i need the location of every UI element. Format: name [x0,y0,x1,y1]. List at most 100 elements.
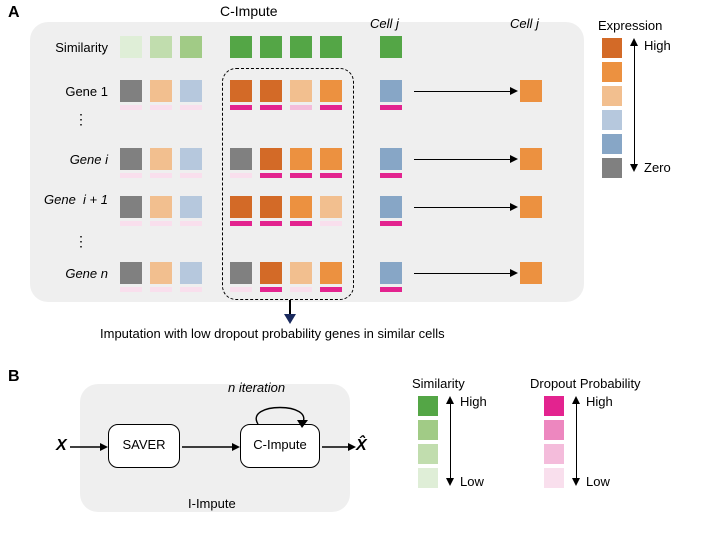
dropout-bar [380,173,402,178]
expr-cell [380,196,402,218]
expr-cell [180,196,202,218]
sim-low-label: Low [460,474,484,489]
n-iteration-label: n iteration [228,380,285,395]
expr-cell [380,80,402,102]
expr-cell [150,262,172,284]
expr-cell [120,262,142,284]
impute-arrow-head-icon [510,155,518,163]
expr-legend-swatch [602,62,622,82]
drop-high-label: High [586,394,613,409]
arrow-x-saver-icon [70,440,110,454]
panel-label-a: A [8,4,20,22]
impute-arrow-line [414,159,510,160]
dropout-bar [120,287,142,292]
drop-legend-swatch [544,396,564,416]
sim-legend-arrow-line [450,404,451,478]
sim-cell [380,36,402,58]
impute-arrow-head-icon [510,203,518,211]
sim-legend-swatch [418,468,438,488]
dropout-bar [120,173,142,178]
panel-label-b: B [8,368,20,386]
dropout-bar [180,105,202,110]
output-cell [520,80,542,102]
drop-legend-swatch [544,444,564,464]
x-input-label: X [56,437,67,455]
expr-cell [180,148,202,170]
vdots-1: ⋮ [74,116,88,122]
dropout-bar [120,105,142,110]
drop-arrow-down-icon [572,478,580,486]
output-cell [520,262,542,284]
dropout-bar [120,221,142,226]
sim-legend-swatch [418,444,438,464]
dropout-bar [150,105,172,110]
expr-legend-swatch [602,110,622,130]
cellj-label-2: Cell j [510,16,539,31]
impute-arrow-head-icon [510,269,518,277]
expr-cell [120,196,142,218]
saver-box: SAVER [108,424,180,468]
dropout-bar [150,173,172,178]
expr-cell [180,262,202,284]
impute-arrow-head-icon [510,87,518,95]
panel-a-caption: Imputation with low dropout probability … [100,326,445,341]
dropout-bar [150,287,172,292]
drop-legend-arrow-line [576,404,577,478]
dropout-bar [380,287,402,292]
expr-legend-swatch [602,86,622,106]
expr-high-label: High [644,38,671,53]
cimpute-box: C-Impute [240,424,320,468]
sim-legend-swatch [418,420,438,440]
sim-cell [120,36,142,58]
drop-arrow-up-icon [572,396,580,404]
sim-legend-swatch [418,396,438,416]
self-loop-icon [246,394,318,430]
panel-b-title: I-Impute [188,496,236,511]
impute-arrow-line [414,273,510,274]
gene1-label: Gene 1 [38,84,108,99]
expr-cell [150,148,172,170]
arrow-saver-cimpute-icon [182,440,242,454]
similarity-label: Similarity [38,40,108,55]
sim-cell [320,36,342,58]
sim-arrow-up-icon [446,396,454,404]
expr-arrow-up-icon [630,38,638,46]
dropout-legend-title: Dropout Probability [530,376,641,391]
genei-label: Gene i [38,152,108,167]
sim-cell [180,36,202,58]
drop-low-label: Low [586,474,610,489]
down-arrow-icon [280,300,300,326]
expr-zero-label: Zero [644,160,671,175]
output-cell [520,148,542,170]
expr-cell [380,148,402,170]
sim-cell [230,36,252,58]
impute-arrow-line [414,207,510,208]
sim-cell [150,36,172,58]
sim-cell [260,36,282,58]
expr-legend-arrow-line [634,46,635,164]
dropout-bar [180,287,202,292]
output-cell [520,196,542,218]
dropout-bar [380,221,402,226]
similarity-legend-title: Similarity [412,376,465,391]
dropout-bar [180,221,202,226]
cellj-label-1: Cell j [370,16,399,31]
expr-cell [150,80,172,102]
dropout-bar [380,105,402,110]
sim-cell [290,36,312,58]
expr-legend-swatch [602,134,622,154]
expression-legend-title: Expression [598,18,662,33]
genei1-label: Gene i + 1 [38,192,108,207]
expr-cell [150,196,172,218]
vdots-2: ⋮ [74,238,88,244]
expr-arrow-down-icon [630,164,638,172]
sim-arrow-down-icon [446,478,454,486]
expr-cell [180,80,202,102]
genen-label: Gene n [38,266,108,281]
drop-legend-swatch [544,468,564,488]
expr-cell [120,80,142,102]
expr-legend-swatch [602,38,622,58]
arrow-cimpute-xhat-icon [322,440,358,454]
panel-a-title: C-Impute [220,3,278,19]
impute-arrow-line [414,91,510,92]
